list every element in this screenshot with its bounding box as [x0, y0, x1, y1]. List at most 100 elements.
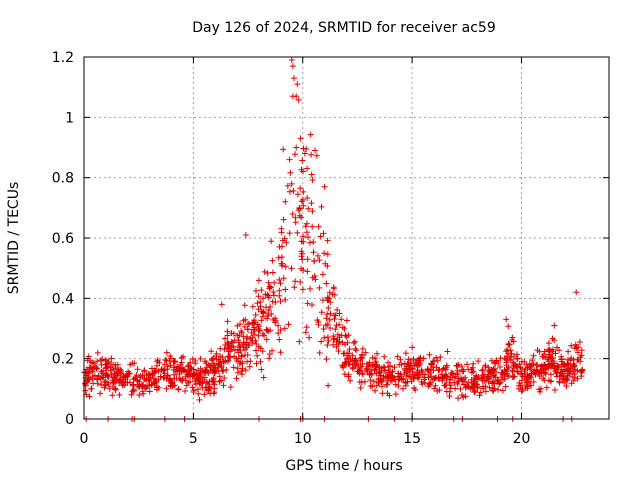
data-point [145, 376, 152, 383]
data-point [160, 367, 167, 374]
data-point [378, 365, 385, 372]
data-point [299, 286, 306, 293]
data-point [349, 361, 356, 368]
data-point [454, 381, 461, 387]
data-point [568, 342, 575, 349]
data-point [326, 295, 332, 302]
data-point [300, 267, 307, 274]
data-point [178, 355, 185, 361]
data-point [431, 375, 438, 382]
data-point [359, 352, 366, 359]
data-point [235, 339, 242, 346]
data-point [178, 367, 185, 374]
tick-layer [83, 56, 609, 420]
data-point [252, 337, 259, 344]
data-point [414, 361, 421, 368]
data-point [254, 300, 261, 307]
data-point [493, 357, 500, 364]
x-tick-label: 5 [189, 431, 198, 447]
data-point [154, 358, 161, 365]
data-point [296, 212, 303, 219]
data-point [551, 337, 558, 344]
data-point [397, 356, 404, 363]
data-point [494, 376, 501, 383]
data-point [475, 358, 482, 365]
data-point [136, 392, 143, 398]
data-point [265, 292, 272, 299]
data-point [498, 374, 505, 381]
data-point [496, 380, 503, 387]
data-point [258, 317, 265, 324]
data-point [307, 131, 314, 138]
data-point [357, 384, 364, 391]
data-point [315, 223, 322, 230]
data-point [101, 384, 108, 391]
data-point [443, 372, 450, 378]
data-point [211, 369, 218, 376]
data-point [263, 336, 270, 343]
data-point [503, 362, 510, 369]
data-point [477, 389, 484, 396]
data-point [305, 205, 312, 212]
data-point [163, 349, 170, 356]
data-point [524, 375, 531, 382]
data-point [194, 386, 201, 393]
data-point [215, 368, 222, 374]
data-point [460, 376, 467, 383]
data-point [208, 348, 215, 355]
data-point [377, 377, 384, 384]
data-point [257, 303, 264, 310]
data-point [438, 371, 445, 378]
data-point [566, 369, 573, 376]
data-point [109, 392, 116, 399]
data-point [454, 370, 461, 377]
data-point-highlight [297, 135, 304, 142]
data-point [107, 364, 114, 371]
data-point [405, 356, 412, 363]
data-point [347, 377, 354, 384]
data-point [227, 384, 234, 391]
data-point [108, 355, 115, 362]
data-point [495, 386, 501, 393]
data-point [367, 377, 374, 384]
data-point [277, 349, 284, 356]
data-point [305, 234, 311, 241]
data-point [262, 291, 269, 298]
data-point [268, 238, 275, 245]
data-point [502, 383, 509, 390]
data-point [541, 361, 548, 368]
data-point [95, 373, 102, 380]
data-point [303, 324, 310, 331]
data-point [524, 385, 531, 392]
data-point [508, 337, 515, 343]
data-point [410, 356, 417, 363]
data-point-highlight [321, 183, 328, 190]
data-point-highlight [288, 57, 295, 63]
data-point [280, 146, 287, 153]
data-point [100, 367, 106, 374]
data-point [401, 365, 408, 372]
data-point [93, 364, 100, 371]
data-point [246, 363, 253, 370]
data-point [221, 346, 228, 353]
data-point [104, 372, 111, 379]
data-point [550, 346, 556, 353]
data-point [281, 325, 288, 332]
data-point [205, 386, 212, 393]
data-point-highlight [291, 75, 297, 82]
data-point [430, 358, 436, 365]
data-point [369, 362, 376, 369]
data-point [287, 169, 294, 176]
data-point [358, 363, 365, 370]
data-point [542, 370, 549, 377]
data-point [214, 364, 221, 371]
data-point [377, 369, 384, 376]
data-point [458, 363, 465, 370]
data-point [323, 280, 330, 287]
data-point [97, 390, 104, 397]
data-point [391, 364, 398, 371]
data-point [307, 285, 314, 292]
data-point [319, 271, 326, 278]
data-point [271, 292, 277, 299]
data-point [189, 356, 196, 363]
